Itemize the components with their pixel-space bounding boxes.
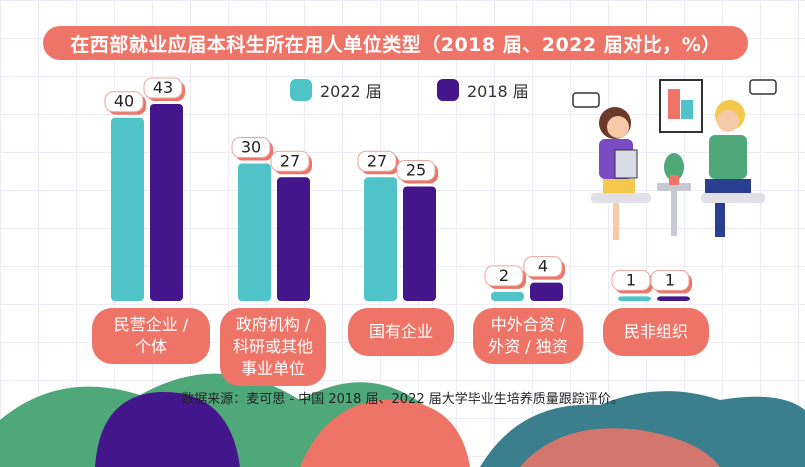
category-label-government: 政府机构 / 科研或其他 事业单位 — [220, 308, 326, 386]
bar-nonprofit-2018 — [657, 296, 690, 301]
legend-label-2022: 2022 届 — [320, 82, 382, 101]
bar-government-2018 — [277, 177, 310, 301]
value-label-nonprofit-2018: 1 — [665, 270, 675, 289]
chart-title: 在西部就业应届本科生所在用人单位类型（2018 届、2022 届对比，%） — [43, 26, 748, 60]
bar-nonprofit-2022 — [618, 296, 651, 301]
value-bubble — [104, 91, 144, 113]
value-bubble — [143, 77, 183, 99]
value-label-nonprofit-2022: 1 — [626, 270, 636, 289]
bar-state-owned-2018 — [403, 186, 436, 301]
value-bubble — [650, 269, 690, 291]
value-bubble — [270, 150, 310, 172]
value-bubble — [611, 269, 651, 291]
bar-foreign-2018 — [530, 282, 563, 301]
category-label-foreign: 中外合资 / 外资 / 独资 — [473, 308, 583, 364]
bar-state-owned-2022 — [364, 177, 397, 301]
value-label-government-2022: 30 — [241, 138, 261, 157]
bar-private-2018 — [150, 104, 183, 301]
category-label-nonprofit: 民非组织 — [603, 308, 709, 356]
legend-label-2018: 2018 届 — [467, 82, 529, 101]
value-label-private-2018: 43 — [153, 78, 173, 97]
bar-private-2022 — [111, 117, 144, 301]
legend-swatch-2018 — [437, 79, 459, 101]
value-label-foreign-2018: 4 — [538, 257, 548, 276]
bar-government-2022 — [238, 163, 271, 301]
bar-foreign-2022 — [491, 291, 524, 301]
value-bubble — [484, 265, 524, 287]
value-label-government-2018: 27 — [280, 151, 300, 170]
legend-2022: 2022 届 — [290, 78, 382, 102]
value-label-state-owned-2022: 27 — [367, 151, 387, 170]
value-label-foreign-2022: 2 — [499, 266, 509, 285]
value-bubble — [357, 150, 397, 172]
category-label-state-owned: 国有企业 — [348, 308, 454, 356]
legend-swatch-2022 — [290, 79, 312, 101]
value-bubble — [396, 159, 436, 181]
value-bubble — [523, 256, 563, 278]
source-note: 数据来源：麦可思 - 中国 2018 届、2022 届大学毕业生培养质量跟踪评价… — [181, 392, 624, 407]
value-label-private-2022: 40 — [114, 92, 134, 111]
people-illustration — [572, 79, 777, 240]
legend-2018: 2018 届 — [437, 78, 529, 102]
category-label-private: 民营企业 / 个体 — [92, 308, 210, 364]
value-label-state-owned-2018: 25 — [406, 160, 426, 179]
value-bubble — [231, 137, 271, 159]
